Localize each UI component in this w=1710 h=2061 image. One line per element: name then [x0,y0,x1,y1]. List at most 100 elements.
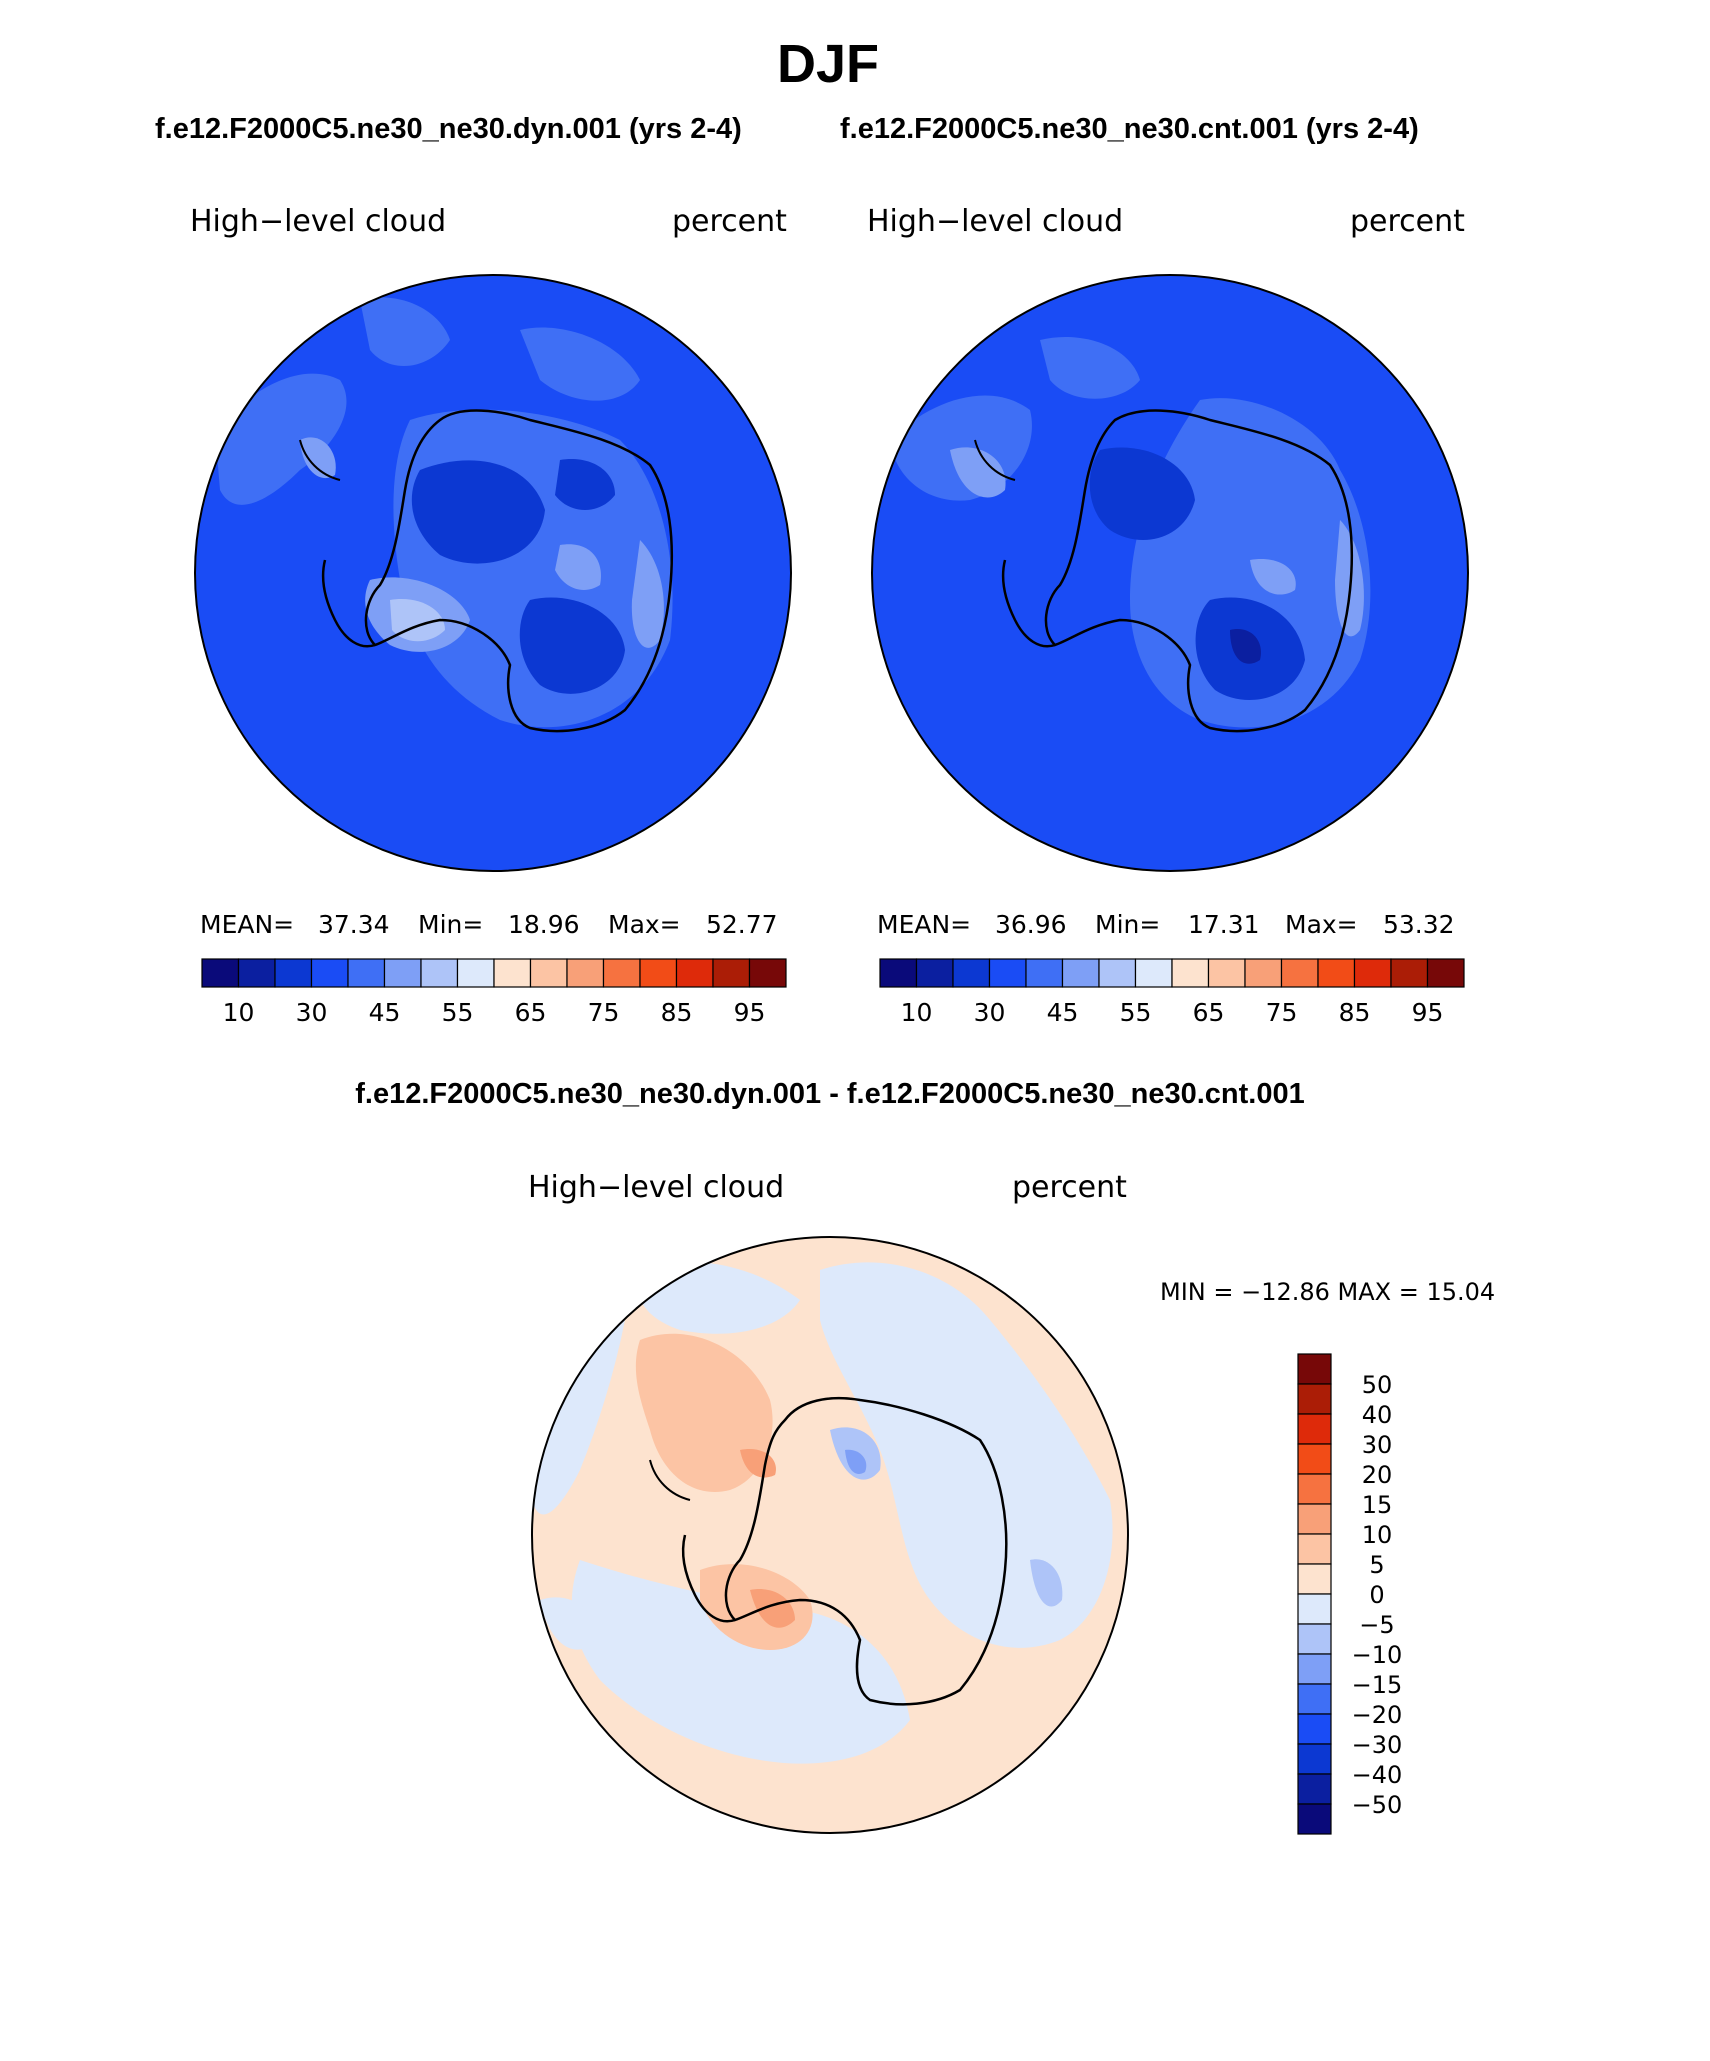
right-colorbar-swatch [1061,958,1100,988]
left-min-value: 18.96 [508,910,580,939]
diff-colorbar-swatch [1297,1713,1332,1745]
right-colorbar-swatch [1025,958,1064,988]
right-colorbar-swatch [1244,958,1283,988]
diff-minmax-label: MIN = −12.86 MAX = 15.04 [1160,1278,1495,1306]
left-colorbar-swatch [420,958,459,988]
left-polar-map [194,274,792,872]
right-colorbar-swatch [879,958,918,988]
left-colorbar-swatch [748,958,787,988]
left-max-label: Max= [608,910,681,939]
left-colorbar-label: 30 [296,998,328,1027]
left-colorbar-swatch [493,958,532,988]
diff-colorbar-label: −50 [1352,1791,1403,1819]
left-max-value: 52.77 [706,910,778,939]
right-colorbar-swatch [952,958,991,988]
difference-polar-map [531,1236,1129,1834]
right-min-value: 17.31 [1188,910,1260,939]
right-colorbar-swatch [1207,958,1246,988]
diff-colorbar-swatch [1297,1623,1332,1655]
left-colorbar-swatch [274,958,313,988]
difference-contours [532,1261,1113,1764]
diff-colorbar-swatch [1297,1593,1332,1625]
diff-colorbar-swatch [1297,1743,1332,1775]
left-colorbar-swatch [566,958,605,988]
diff-colorbar-label: 40 [1362,1401,1393,1429]
right-colorbar-swatch [1317,958,1356,988]
diff-colorbar-swatch [1297,1413,1332,1445]
right-colorbar-label: 65 [1193,998,1225,1027]
right-mean-value: 36.96 [995,910,1067,939]
right-colorbar-label: 45 [1047,998,1079,1027]
left-units-label: percent [672,204,787,239]
right-colorbar-swatch [1098,958,1137,988]
left-mean-label: MEAN= [200,910,294,939]
diff-colorbar-swatch [1297,1533,1332,1565]
diff-colorbar-label: 20 [1362,1461,1393,1489]
right-cloud-contours [890,336,1371,728]
left-colorbar-swatch [529,958,568,988]
diff-colorbar-swatch [1297,1563,1332,1595]
right-colorbar-swatch [1171,958,1210,988]
difference-title: f.e12.F2000C5.ne30_ne30.dyn.001 - f.e12.… [355,1078,1305,1110]
left-colorbar-swatch [602,958,641,988]
right-stats: MEAN= 36.96 Min= 17.31 Max= 53.32 [877,910,1455,939]
left-colorbar: 10 30 45 55 65 75 85 95 [201,958,787,1027]
diff-colorbar-label: 30 [1362,1431,1393,1459]
right-colorbar-swatch [1280,958,1319,988]
diff-colorbar-label: 0 [1369,1581,1384,1609]
diff-colorbar-swatch [1297,1683,1332,1715]
right-colorbar: 10 30 45 55 65 75 85 95 [879,958,1465,1027]
left-colorbar-label: 75 [588,998,620,1027]
left-stats: MEAN= 37.34 Min= 18.96 Max= 52.77 [200,910,778,939]
left-colorbar-label: 55 [442,998,474,1027]
left-colorbar-label: 10 [223,998,255,1027]
left-cloud-contours [215,297,673,728]
left-colorbar-swatch [456,958,495,988]
right-colorbar-label: 55 [1120,998,1152,1027]
left-min-label: Min= [418,910,483,939]
diff-colorbar-label: −10 [1352,1641,1403,1669]
diff-colorbar-swatch [1297,1773,1332,1805]
left-colorbar-swatch [712,958,751,988]
diff-colorbar-label: −30 [1352,1731,1403,1759]
case1-title: f.e12.F2000C5.ne30_ne30.dyn.001 (yrs 2-4… [155,113,742,145]
diff-colorbar-label: 50 [1362,1371,1393,1399]
right-colorbar-swatch [1134,958,1173,988]
right-colorbar-swatch [988,958,1027,988]
right-units-label: percent [1350,204,1465,239]
right-mean-label: MEAN= [877,910,971,939]
diff-colorbar-swatch [1297,1473,1332,1505]
left-colorbar-swatch [347,958,386,988]
diff-colorbar-swatch [1297,1503,1332,1535]
right-max-label: Max= [1285,910,1358,939]
case2-title: f.e12.F2000C5.ne30_ne30.cnt.001 (yrs 2-4… [840,113,1419,145]
diff-colorbar-label: −15 [1352,1671,1403,1699]
season-title: DJF [777,34,879,94]
diff-colorbar-label: 10 [1362,1521,1393,1549]
diff-colorbar-swatch [1297,1353,1332,1385]
diff-colorbar-swatch [1297,1443,1332,1475]
diff-colorbar-swatch [1297,1803,1332,1835]
left-colorbar-swatch [310,958,349,988]
diff-colorbar-swatch [1297,1383,1332,1415]
diff-colorbar-label: 15 [1362,1491,1393,1519]
diff-colorbar-label: −5 [1359,1611,1394,1639]
left-mean-value: 37.34 [318,910,390,939]
diff-colorbar-label: 5 [1369,1551,1384,1579]
left-colorbar-swatch [639,958,678,988]
left-colorbar-swatch [201,958,240,988]
left-colorbar-label: 65 [515,998,547,1027]
right-colorbar-label: 10 [901,998,933,1027]
right-colorbar-label: 95 [1412,998,1444,1027]
right-colorbar-swatch [1390,958,1429,988]
right-min-label: Min= [1095,910,1160,939]
left-colorbar-label: 85 [661,998,693,1027]
right-colorbar-swatch [915,958,954,988]
left-colorbar-swatch [237,958,276,988]
left-colorbar-swatch [675,958,714,988]
left-colorbar-label: 45 [369,998,401,1027]
left-variable-label: High−level cloud [190,204,446,239]
right-colorbar-label: 85 [1339,998,1371,1027]
left-colorbar-swatch [383,958,422,988]
